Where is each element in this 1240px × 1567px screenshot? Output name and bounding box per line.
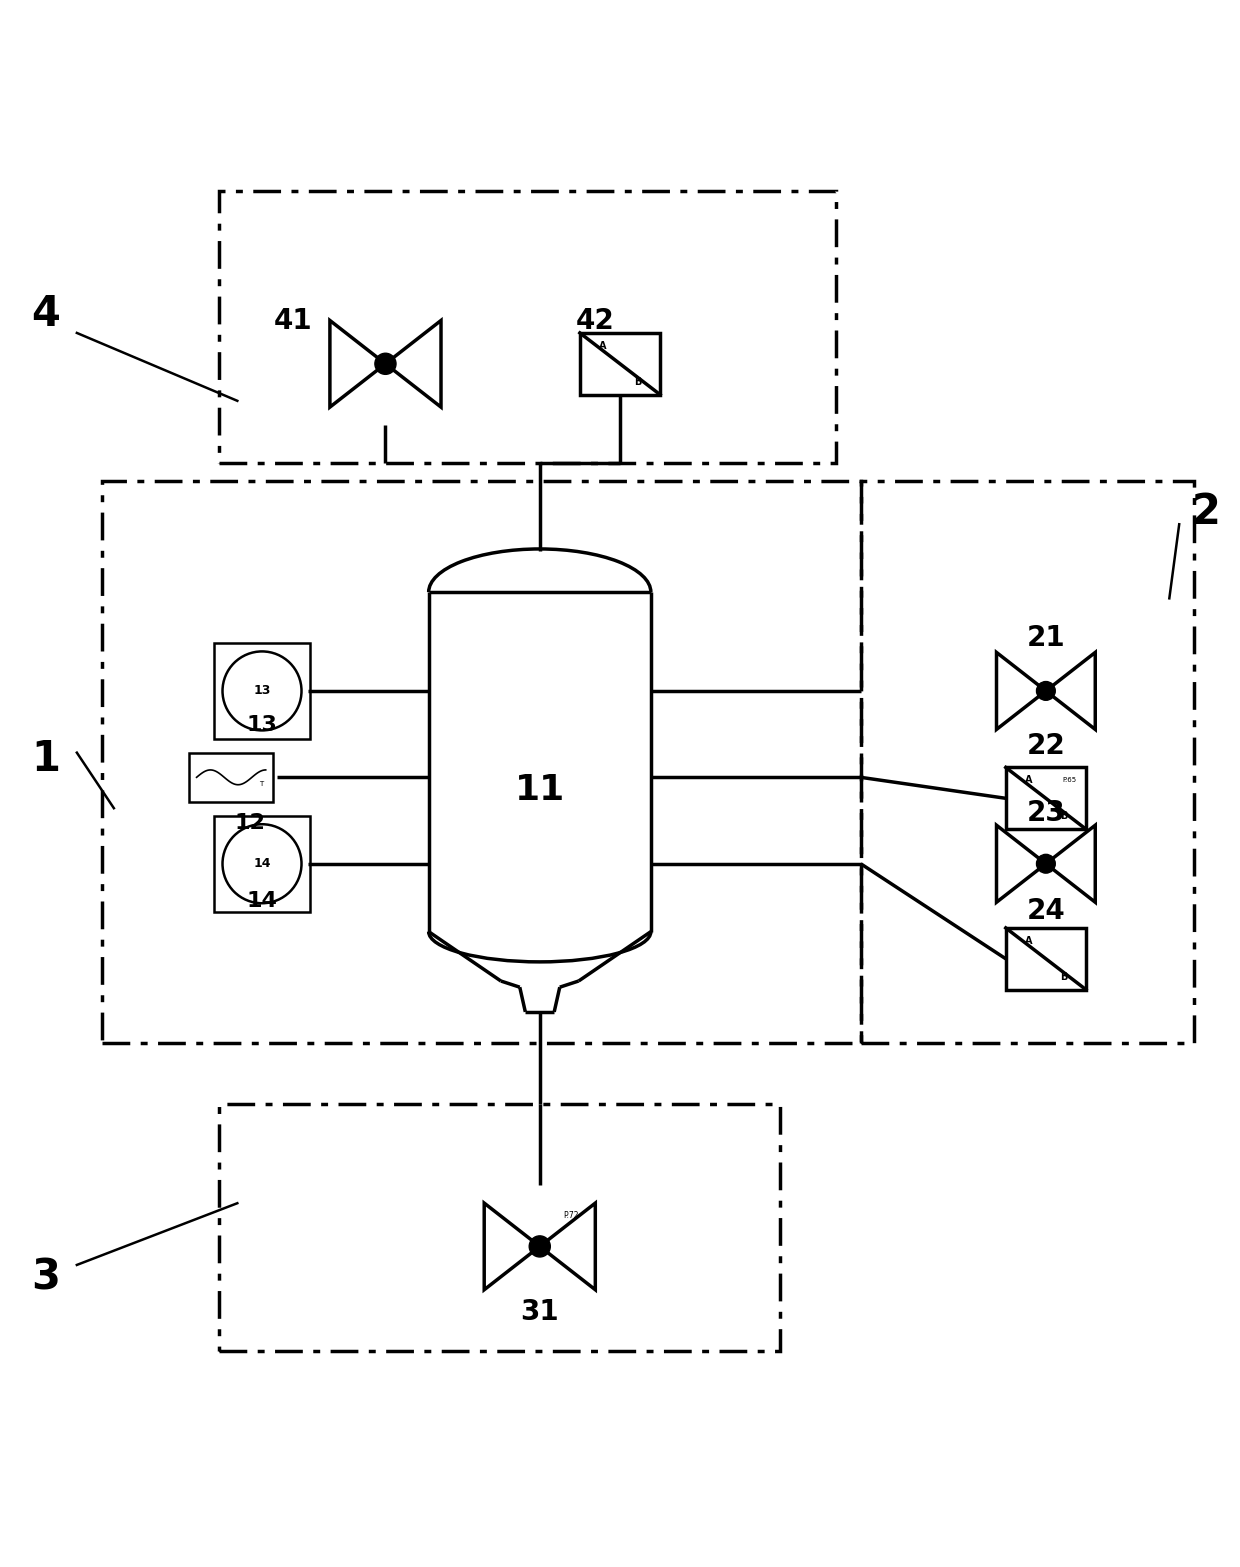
Text: 4: 4 (31, 293, 61, 335)
Text: 42: 42 (575, 307, 615, 335)
Circle shape (1037, 854, 1055, 873)
Bar (580, 332, 660, 395)
Text: 21: 21 (1027, 624, 1065, 652)
Text: 11: 11 (515, 773, 565, 807)
Text: B: B (1060, 812, 1068, 821)
Text: P.72: P.72 (563, 1211, 578, 1221)
Text: 3: 3 (31, 1257, 61, 1299)
Text: T: T (259, 780, 263, 787)
Text: B: B (1060, 972, 1068, 981)
Text: 41: 41 (274, 307, 312, 335)
Text: 31: 31 (521, 1297, 559, 1326)
Text: 12: 12 (234, 813, 265, 834)
Text: 13: 13 (253, 685, 270, 697)
Text: 24: 24 (1027, 896, 1065, 925)
Circle shape (1037, 682, 1055, 700)
Bar (190, 752, 273, 802)
Text: 23: 23 (1027, 799, 1065, 827)
Text: P.65: P.65 (1063, 777, 1076, 784)
Bar (1006, 928, 1086, 990)
Text: A: A (599, 342, 606, 351)
Circle shape (374, 353, 396, 375)
Text: 13: 13 (247, 716, 278, 735)
Text: B: B (634, 376, 641, 387)
Circle shape (529, 1236, 551, 1257)
Text: 2: 2 (1192, 490, 1221, 533)
Text: 14: 14 (253, 857, 270, 870)
Text: A: A (1024, 935, 1032, 946)
Text: 22: 22 (1027, 732, 1065, 760)
Text: A: A (1024, 776, 1032, 785)
Bar (213, 815, 310, 912)
Bar (1006, 768, 1086, 829)
Text: 14: 14 (247, 890, 278, 910)
Bar (213, 642, 310, 740)
Text: 1: 1 (31, 738, 61, 780)
